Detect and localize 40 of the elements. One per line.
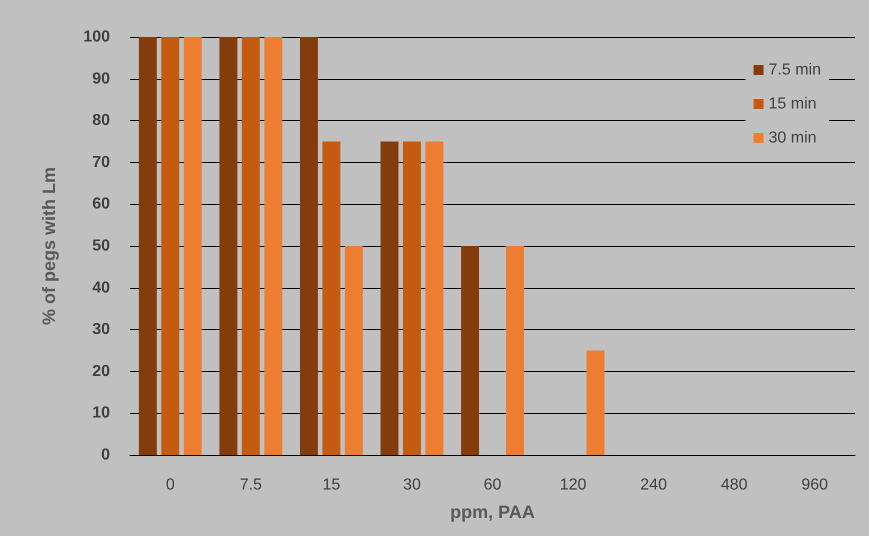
y-tick-label: 0 <box>101 446 110 464</box>
x-tick-label: 120 <box>560 476 586 494</box>
x-tick-label: 15 <box>322 476 340 494</box>
y-tick-label: 10 <box>92 404 110 422</box>
bar <box>425 142 444 455</box>
y-tick-label: 70 <box>92 154 110 171</box>
y-tick-label: 20 <box>92 362 110 380</box>
x-tick-label: 0 <box>166 476 175 494</box>
x-tick-label: 240 <box>640 476 668 494</box>
bar <box>138 37 157 455</box>
bar <box>461 246 480 455</box>
y-tick-label: 50 <box>92 238 110 254</box>
legend-label: 15 min <box>768 96 817 112</box>
y-tick-label: 60 <box>92 196 110 213</box>
bar <box>242 37 260 455</box>
y-axis-title: % of pegs with Lm <box>39 166 59 326</box>
x-axis-title: ppm, PAA <box>450 502 535 522</box>
bar <box>506 246 524 455</box>
x-tick-label: 7.5 <box>240 476 262 494</box>
y-tick-label: 90 <box>92 70 110 88</box>
y-tick-label: 40 <box>92 279 110 296</box>
bar <box>264 37 282 455</box>
x-tick-label: 60 <box>484 476 502 494</box>
bar <box>300 37 318 455</box>
bar <box>380 142 398 455</box>
legend-label: 7.5 min <box>768 62 821 78</box>
y-tick-label: 80 <box>92 112 110 130</box>
bar <box>184 37 202 455</box>
y-tick-label: 100 <box>83 28 110 46</box>
bar <box>161 37 180 455</box>
x-tick-label: 960 <box>801 476 828 494</box>
x-tick-label: 30 <box>403 476 421 494</box>
x-tick-label: 480 <box>720 476 748 494</box>
y-tick-label: 30 <box>92 321 110 338</box>
legend-label: 30 min <box>768 130 817 146</box>
bar <box>322 142 340 455</box>
bar <box>219 37 238 455</box>
bar <box>402 142 421 455</box>
bar <box>586 350 604 455</box>
bar <box>344 246 363 455</box>
